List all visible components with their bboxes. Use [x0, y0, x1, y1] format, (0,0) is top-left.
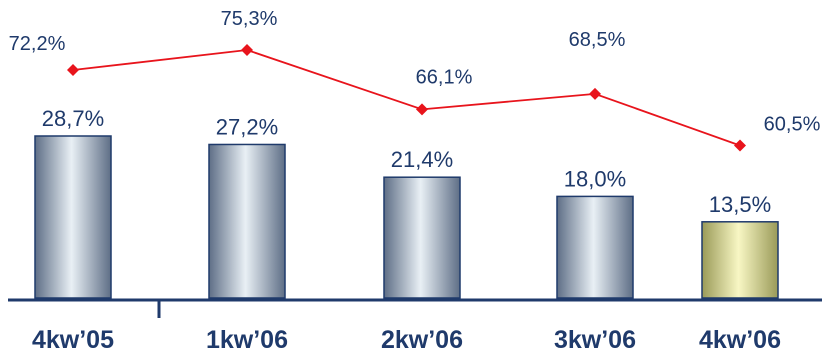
line-point-4 [589, 87, 601, 100]
category-label: 2kw’06 [381, 326, 463, 354]
bar-value-label: 18,0% [564, 166, 626, 191]
bar-5 [701, 221, 779, 299]
line-point-2 [241, 44, 253, 56]
data-labels: 28,7% 27,2% 21,4% 18,0% 13,5% 72,2% 75,3% 66,1%… [9, 8, 821, 217]
bar-1 [34, 135, 112, 299]
bar-series [34, 135, 779, 299]
line-value-label: 68,5% [569, 29, 626, 51]
bar-value-label: 21,4% [391, 147, 453, 172]
bar-value-label: 27,2% [216, 114, 278, 139]
line-point-3 [416, 103, 428, 116]
bar-2 [208, 143, 286, 299]
category-label: 3kw’06 [554, 326, 636, 354]
bar-value-label: 28,7% [42, 106, 104, 131]
category-label: 1kw’06 [206, 326, 288, 354]
line-value-label: 72,2% [9, 33, 66, 55]
category-label: 4kw’06 [699, 326, 781, 354]
line-value-label: 75,3% [221, 8, 278, 30]
line-value-label: 60,5% [764, 113, 821, 135]
line-point-5 [734, 139, 746, 152]
category-label: 4kw’05 [32, 326, 114, 354]
bar-value-label: 13,5% [709, 192, 771, 217]
line-value-label: 66,1% [416, 66, 473, 88]
line-point-1 [67, 64, 79, 76]
line-path [72, 49, 741, 147]
bar-4 [556, 195, 634, 299]
line-series [67, 44, 746, 152]
category-labels: 4kw’05 1kw’06 2kw’06 3kw’06 4kw’06 [32, 326, 781, 354]
bar-3 [383, 176, 461, 299]
